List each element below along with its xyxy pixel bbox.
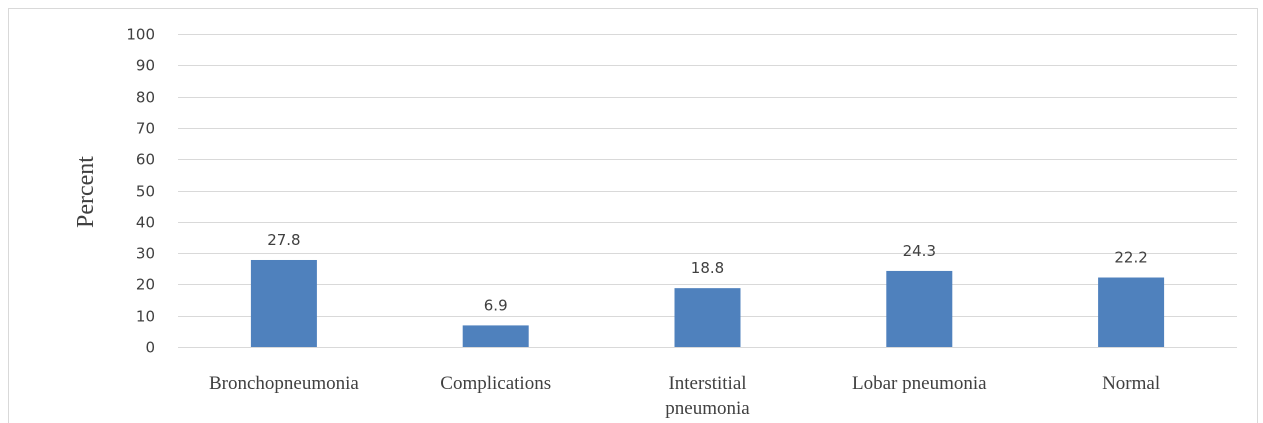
bar [674,288,741,347]
chart-frame [8,8,1258,423]
y-tick-label: 90 [136,57,155,75]
bar [886,270,953,347]
y-tick-label: 40 [136,214,155,232]
y-axis-title: Percent [73,156,99,228]
y-axis-ticks: 0 10 20 30 40 50 60 70 80 90 100 [126,26,155,357]
bars [250,259,1165,347]
data-label: 27.8 [267,231,300,249]
y-tick-label: 0 [145,339,155,357]
data-label: 18.8 [691,259,724,277]
y-tick-label: 50 [136,183,155,201]
y-tick-label: 10 [136,308,155,326]
x-tick-label: Lobar pneumonia [852,373,987,394]
bar [462,325,529,347]
y-tick-label: 20 [136,276,155,294]
x-tick-label: Complications [440,373,551,394]
x-axis-ticks: Bronchopneumonia Complications Interstitia… [209,373,1160,419]
data-label: 24.3 [903,242,936,260]
y-tick-label: 70 [136,120,155,138]
data-label: 22.2 [1114,249,1147,267]
data-labels: 27.8 6.9 18.8 24.3 22.2 [267,231,1148,314]
x-tick-label: Interstitial [668,373,746,394]
x-tick-label: pneumonia [665,398,750,419]
x-tick-label: Normal [1102,373,1160,394]
bar [1098,277,1165,347]
y-tick-label: 60 [136,151,155,169]
y-tick-label: 30 [136,245,155,263]
y-tick-label: 100 [126,26,155,44]
x-tick-label: Bronchopneumonia [209,373,359,394]
y-tick-label: 80 [136,89,155,107]
bar [250,259,317,347]
data-label: 6.9 [484,296,508,314]
